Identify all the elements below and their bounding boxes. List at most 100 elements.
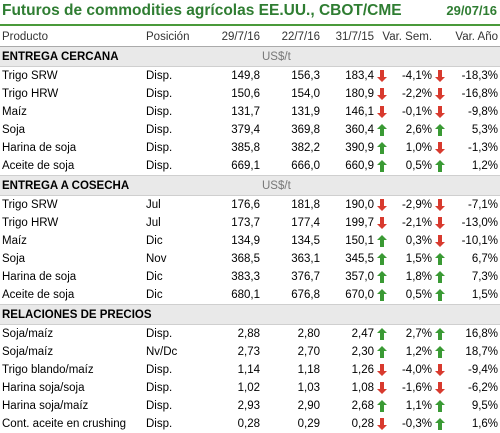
arrow-down-icon (377, 216, 387, 229)
trend-cell (432, 196, 448, 215)
section-header-row: RELACIONES DE PRECIOS (0, 304, 500, 325)
arrow-down-icon (435, 381, 446, 394)
value-year-ago: 2,30 (351, 346, 374, 358)
value-year-ago: 1,26 (351, 364, 374, 376)
trend-cell (432, 286, 448, 305)
trend-cell (374, 121, 390, 139)
value-current: 2,88 (237, 328, 260, 340)
product-name: Harina soja/soja (2, 382, 85, 394)
value-year-ago: 183,4 (345, 70, 374, 82)
var-year: 9,5% (471, 400, 499, 412)
value-current: 383,3 (231, 271, 260, 283)
trend-cell (432, 361, 448, 379)
arrow-down-icon (435, 141, 446, 154)
column-header-week-ago: 22/7/16 (260, 27, 320, 47)
value-current: 368,5 (231, 253, 260, 265)
value-year-ago: 180,9 (345, 88, 374, 100)
arrow-down-icon (377, 417, 387, 430)
trend-cell (432, 415, 448, 433)
var-year: 6,7% (471, 253, 499, 265)
table-row: Trigo blando/maíz Disp. 1,14 1,18 1,26 -4,0% -… (0, 361, 500, 379)
position: Nv/Dc (146, 346, 178, 358)
value-week-ago: 1,18 (297, 364, 320, 376)
var-year: 16,8% (465, 328, 499, 340)
var-year: -10,1% (461, 235, 499, 247)
var-week: 2,7% (405, 328, 433, 340)
position: Dic (146, 235, 163, 247)
value-year-ago: 146,1 (345, 106, 374, 118)
value-year-ago: 199,7 (345, 217, 374, 229)
value-year-ago: 670,0 (345, 289, 374, 301)
table-row: Maíz Dic 134,9 134,5 150,1 0,3% -10,1% (0, 232, 500, 250)
trend-cell (374, 196, 390, 215)
title-bar: Futuros de commodities agrícolas EE.UU.,… (0, 0, 500, 24)
table-row: Trigo SRW Jul 176,6 181,8 190,0 -2,9% -7,1% (0, 196, 500, 215)
value-year-ago: 150,1 (345, 235, 374, 247)
value-current: 680,1 (231, 289, 260, 301)
trend-cell (432, 121, 448, 139)
value-week-ago: 676,8 (291, 289, 320, 301)
value-current: 131,7 (231, 106, 260, 118)
position: Jul (146, 199, 161, 211)
trend-cell (374, 139, 390, 157)
product-name: Aceite de soja (2, 289, 75, 301)
table-row: Aceite de soja Dic 680,1 676,8 670,0 0,5% 1,5% (0, 286, 500, 305)
var-week: -4,0% (401, 364, 433, 376)
arrow-down-icon (435, 69, 446, 82)
value-current: 150,6 (231, 88, 260, 100)
trend-cell (374, 343, 390, 361)
arrow-down-icon (435, 105, 446, 118)
position: Disp. (146, 160, 173, 172)
var-year: -16,8% (461, 88, 499, 100)
arrow-up-icon (377, 327, 387, 340)
table-row: Harina de soja Dic 383,3 376,7 357,0 1,8% 7,3% (0, 268, 500, 286)
product-name: Soja (2, 124, 26, 136)
table-row: Trigo SRW Disp. 149,8 156,3 183,4 -4,1% -18,3% (0, 67, 500, 86)
var-week: -2,9% (401, 199, 433, 211)
value-year-ago: 390,9 (345, 142, 374, 154)
position: Disp. (146, 400, 173, 412)
value-year-ago: 0,28 (351, 418, 374, 430)
value-current: 2,73 (237, 346, 260, 358)
var-week: -0,3% (401, 418, 433, 430)
value-week-ago: 131,9 (291, 106, 320, 118)
table-row: Soja/maíz Nv/Dc 2,73 2,70 2,30 1,2% 18,7% (0, 343, 500, 361)
futures-table: Producto Posición 29/7/16 22/7/16 31/7/1… (0, 27, 500, 433)
var-year: 1,5% (471, 289, 499, 301)
column-header-product: Producto (0, 27, 146, 47)
var-week: -4,1% (401, 70, 433, 82)
position: Disp. (146, 106, 173, 118)
var-week: 0,5% (405, 160, 433, 172)
trend-cell (374, 85, 390, 103)
section-header-row: ENTREGA CERCANA US$/t (0, 46, 500, 67)
value-year-ago: 2,47 (351, 328, 374, 340)
var-year: -13,0% (461, 217, 499, 229)
trend-cell (432, 379, 448, 397)
value-current: 173,7 (231, 217, 260, 229)
product-name: Harina soja/maíz (2, 400, 89, 412)
var-year: 1,6% (471, 418, 499, 430)
arrow-up-icon (377, 270, 387, 283)
value-current: 669,1 (231, 160, 260, 172)
value-week-ago: 134,5 (291, 235, 320, 247)
value-week-ago: 181,8 (291, 199, 320, 211)
var-week: -2,1% (401, 217, 433, 229)
column-header-var-week: Var. Sem. (374, 27, 433, 47)
product-name: Maíz (2, 235, 27, 247)
trend-cell (432, 343, 448, 361)
product-name: Trigo HRW (2, 88, 59, 100)
trend-cell (374, 286, 390, 305)
arrow-up-icon (377, 141, 387, 154)
product-name: Harina de soja (2, 142, 77, 154)
product-name: Soja/maíz (2, 346, 54, 358)
report-date: 29/07/16 (446, 3, 497, 18)
arrow-up-icon (435, 123, 446, 136)
var-year: -18,3% (461, 70, 499, 82)
column-header-current: 29/7/16 (202, 27, 260, 47)
trend-cell (374, 379, 390, 397)
value-week-ago: 154,0 (291, 88, 320, 100)
arrow-up-icon (435, 399, 446, 412)
value-week-ago: 363,1 (291, 253, 320, 265)
var-week: -0,1% (401, 106, 433, 118)
product-name: Soja (2, 253, 26, 265)
